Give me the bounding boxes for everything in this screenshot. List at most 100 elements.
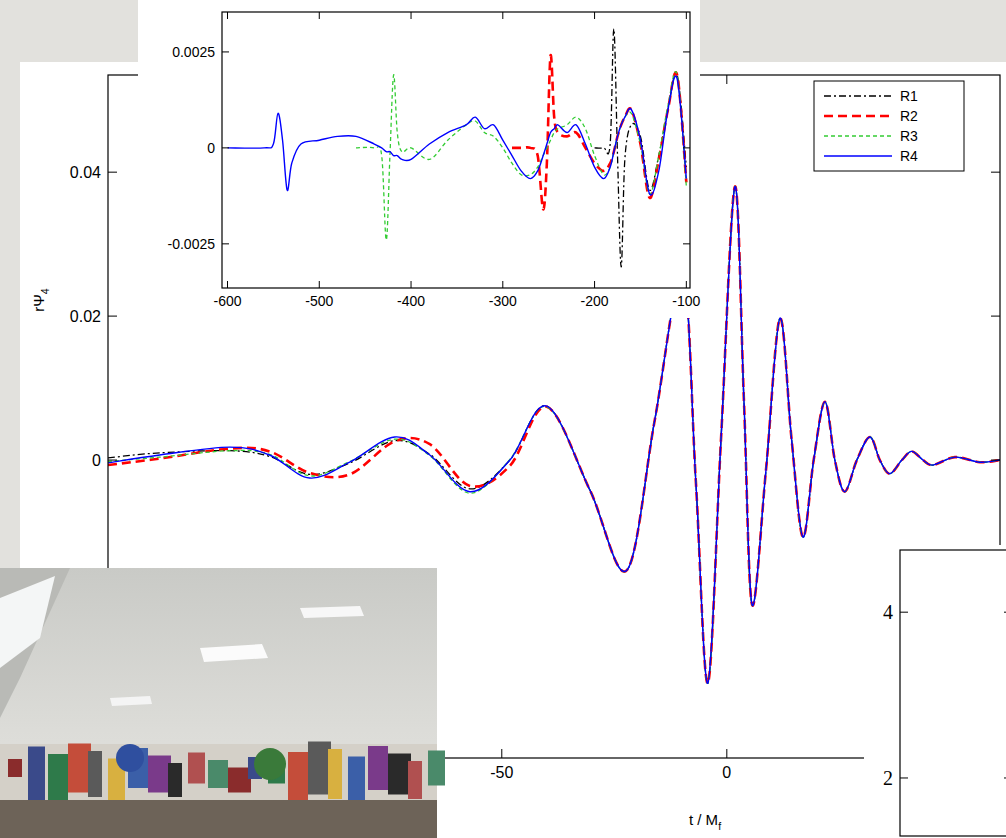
photo-object [8,759,22,777]
x-tick-label: -100 [672,293,700,309]
x-tick [319,12,320,19]
photo-light [200,644,268,662]
legend-box [814,81,964,171]
legend-label: R4 [900,148,918,164]
plot-frame [900,550,1006,836]
y-tick-label: -0.0025 [168,236,216,252]
photo-object [116,744,144,772]
plot-frame [222,12,690,288]
x-tick-label: -500 [305,293,333,309]
x-tick [726,75,727,84]
y-tick-label: 0.02 [70,308,101,325]
y-tick-label: 4 [883,601,893,623]
y-tick [222,147,229,148]
x-tick [227,12,228,19]
y-tick-label: 0 [207,140,215,156]
photo-object [254,748,286,780]
x-tick [319,281,320,288]
series-line [228,76,687,195]
photo-light [300,606,364,618]
photo-object [188,753,205,784]
y-tick-label: 0.0025 [172,44,215,60]
x-tick [502,12,503,19]
legend-swatch [824,115,892,118]
y-tick [108,460,117,461]
y-tick [222,51,229,52]
legend: R1 R2 R3 R4 [814,81,964,171]
series-group [228,29,687,267]
x-tick [686,12,687,19]
photo-object [148,756,171,793]
x-tick [411,12,412,19]
y-tick-label: 0.04 [70,164,101,181]
photo-object [228,768,251,793]
legend-label: R3 [900,128,918,144]
y-tick [1004,612,1006,613]
photo-object [68,744,91,793]
chart-panel [138,0,700,318]
photo-object [388,754,411,795]
y-tick-label: 2 [883,767,893,789]
x-tick [411,281,412,288]
photo-object [368,746,388,790]
photo-object [428,751,445,786]
y-tick [900,777,908,778]
y-tick [991,316,1000,317]
y-tick [683,147,690,148]
y-tick [1004,777,1006,778]
x-tick-label: -50 [490,764,513,781]
x-tick-label: 0 [722,764,731,781]
photo-object [208,760,228,788]
series-line [512,55,686,209]
chart-1: -600 -500 -400 -300 -200 -100 -0.0025 0 0.0025 [138,0,701,318]
photo-object [48,754,68,806]
series-line [356,72,686,240]
y-tick [222,243,229,244]
photo [0,568,445,838]
x-tick [594,12,595,19]
legend-swatch [824,95,892,96]
legend-label: R1 [900,88,918,104]
x-tick [227,281,228,288]
y-tick [108,316,117,317]
photo-object [28,747,45,802]
x-tick-label: -600 [213,293,241,309]
photo-light [0,576,55,668]
photo-beam [0,568,70,718]
photo-ceiling [0,568,437,838]
x-tick-label: -300 [489,293,517,309]
legend-label: R2 [900,108,918,124]
photo-floor [0,800,437,838]
y-tick [900,612,908,613]
x-tick-label: -200 [581,293,609,309]
y-tick [108,172,117,173]
legend-swatch [824,135,892,136]
x-tick [594,281,595,288]
legend-swatch [824,155,892,156]
photo-object [88,751,102,797]
photo-object [408,761,422,799]
x-tick [726,749,727,758]
background [0,0,1006,838]
photo-wall [0,744,437,838]
photo-object [288,752,308,808]
x-axis-title: t / Mf [689,811,721,832]
x-tick-label: -400 [397,293,425,309]
photo-light [110,696,152,706]
chart-2: 24 [864,545,1006,838]
photo-object [168,763,182,797]
x-tick [502,281,503,288]
page: -50000.020.04t / MfrΨ4R1R2R3R4-600-500-4… [0,0,1006,838]
photo-object [328,749,342,799]
y-axis-title: rΨ4 [30,288,51,312]
x-tick [686,281,687,288]
photo-object [348,757,365,804]
photo-object [308,742,331,795]
y-tick [683,243,690,244]
y-tick [991,460,1000,461]
y-tick [991,172,1000,173]
y-tick-label: 0 [92,452,101,469]
y-tick [683,51,690,52]
x-tick [501,749,502,758]
chart-panel [864,545,1006,838]
